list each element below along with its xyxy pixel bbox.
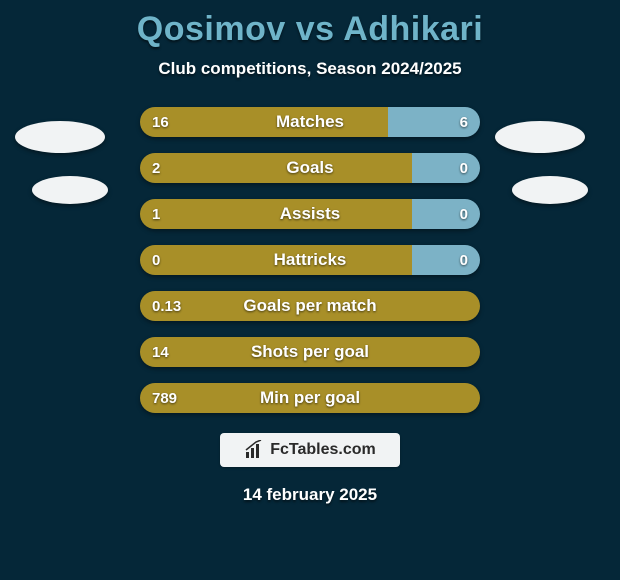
stat-left-value: 789: [140, 383, 189, 413]
stat-row: Shots per goal14: [0, 337, 620, 367]
footer-date: 14 february 2025: [0, 485, 620, 505]
stat-left-value: 16: [140, 107, 181, 137]
brand-icon: [244, 440, 264, 460]
stat-row: Min per goal789: [0, 383, 620, 413]
stat-label: Shots per goal: [140, 337, 480, 367]
stat-track: Assists1 0: [140, 199, 480, 229]
comparison-card: Qosimov vs Adhikari Club competitions, S…: [0, 0, 620, 580]
stat-right-value: [456, 337, 480, 367]
stat-right-value: 6: [448, 107, 480, 137]
stat-left-value: 0: [140, 245, 172, 275]
stat-row: Assists1 0: [0, 199, 620, 229]
stat-left-value: 2: [140, 153, 172, 183]
stat-track: Shots per goal14: [140, 337, 480, 367]
stat-left-value: 14: [140, 337, 181, 367]
stat-track: Matches16 6: [140, 107, 480, 137]
stat-right-value: [456, 383, 480, 413]
stat-track: Hattricks0 0: [140, 245, 480, 275]
brand-label: FcTables.com: [270, 441, 376, 459]
stat-label: Min per goal: [140, 383, 480, 413]
stat-left-value: 1: [140, 199, 172, 229]
page-title: Qosimov vs Adhikari: [0, 0, 620, 49]
stat-label: Matches: [140, 107, 480, 137]
stat-right-value: 0: [448, 245, 480, 275]
stat-row: Hattricks0 0: [0, 245, 620, 275]
stat-row: Goals per match0.13: [0, 291, 620, 321]
stat-right-value: 0: [448, 153, 480, 183]
stat-left-value: 0.13: [140, 291, 193, 321]
stat-label: Assists: [140, 199, 480, 229]
brand-badge[interactable]: FcTables.com: [220, 433, 400, 467]
stat-right-value: 0: [448, 199, 480, 229]
stat-track: Min per goal789: [140, 383, 480, 413]
stat-right-value: [456, 291, 480, 321]
stat-track: Goals2 0: [140, 153, 480, 183]
stat-label: Hattricks: [140, 245, 480, 275]
stat-rows: Matches166Goals20Assists10Hattricks00Goa…: [0, 107, 620, 413]
stat-label: Goals: [140, 153, 480, 183]
stat-row: Goals2 0: [0, 153, 620, 183]
subtitle: Club competitions, Season 2024/2025: [0, 59, 620, 79]
stat-row: Matches16 6: [0, 107, 620, 137]
stat-track: Goals per match0.13: [140, 291, 480, 321]
